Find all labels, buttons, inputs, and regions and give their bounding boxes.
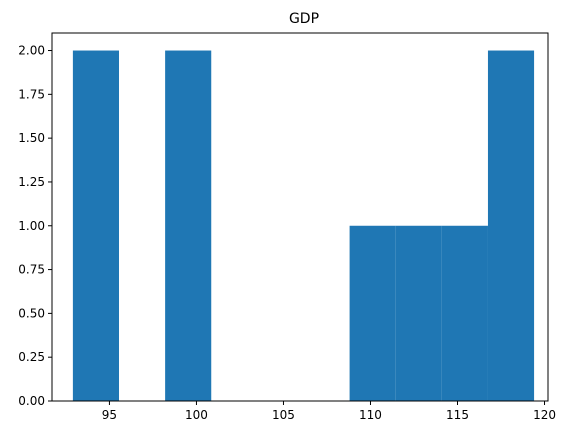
x-tick-label: 95: [102, 408, 117, 422]
y-tick-label: 1.50: [18, 131, 45, 145]
x-tick-label: 105: [272, 408, 295, 422]
histogram-bar-0: [72, 50, 120, 402]
y-tick-label: 0.25: [18, 350, 45, 364]
histogram-bar-9: [487, 50, 535, 402]
histogram-bar-2: [165, 50, 212, 402]
histogram-bar-7: [395, 225, 442, 401]
y-axis: 0.00 0.25 0.50 0.75 1.00 1.25 1.50 1.75 2.00: [18, 44, 52, 408]
y-tick-label: 1.00: [18, 219, 45, 233]
y-tick-label: 0.00: [18, 394, 45, 408]
histogram-bar-6: [349, 225, 396, 401]
x-axis: 95 100 105 110 115 120: [102, 401, 556, 422]
y-tick-label: 0.75: [18, 263, 45, 277]
y-tick-label: 0.50: [18, 306, 45, 320]
plot-frame: [51, 32, 549, 402]
chart-title: GDP: [289, 11, 319, 27]
y-tick-label: 2.00: [18, 44, 45, 58]
x-tick-label: 110: [359, 408, 382, 422]
x-tick-label: 115: [446, 408, 469, 422]
x-tick-label: 120: [533, 408, 556, 422]
histogram-bar-8: [441, 225, 488, 401]
x-tick-label: 100: [185, 408, 208, 422]
bars-group: [72, 50, 535, 402]
y-tick-label: 1.75: [18, 87, 45, 101]
y-tick-label: 1.25: [18, 175, 45, 189]
